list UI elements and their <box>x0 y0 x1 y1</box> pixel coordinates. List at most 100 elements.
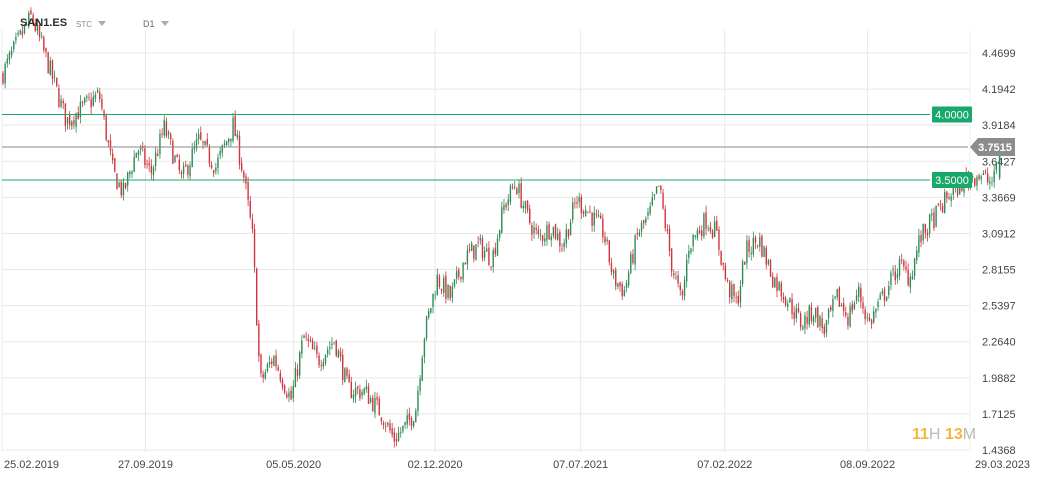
candle-body <box>432 293 434 308</box>
candle-body <box>290 390 292 400</box>
candle-body <box>333 342 335 343</box>
chart-type-chevron-down-icon[interactable] <box>98 21 106 26</box>
candle-body <box>215 167 217 172</box>
candle-body <box>17 32 19 35</box>
candle-body <box>324 354 327 364</box>
candle-body <box>492 250 494 268</box>
candle-body <box>157 153 159 156</box>
candle-body <box>634 235 636 265</box>
candle-body <box>756 245 759 246</box>
price-level-label: 4.0000 <box>935 110 969 122</box>
candle-body <box>602 218 604 238</box>
candle-body <box>761 235 763 257</box>
candle-body <box>898 258 901 277</box>
candle-body <box>864 309 866 320</box>
candle-body <box>230 138 232 142</box>
candle-body <box>511 187 514 189</box>
candle-body <box>236 134 239 138</box>
candle-body <box>60 99 62 107</box>
x-tick-label: 25.02.2019 <box>4 459 59 471</box>
candle-body <box>563 242 565 248</box>
candle-body <box>346 368 348 376</box>
candle-body <box>43 37 45 51</box>
candle-body <box>221 145 223 153</box>
candle-body <box>294 368 297 388</box>
candle-body <box>256 268 258 326</box>
candle-body <box>647 211 649 216</box>
candle-body <box>53 76 56 78</box>
timeframe-selector[interactable]: D1 <box>143 19 155 29</box>
candle-body <box>455 271 458 279</box>
candle-body <box>580 197 583 213</box>
candle-body <box>713 221 716 238</box>
candle-body <box>731 284 733 300</box>
candle-body <box>875 309 877 313</box>
candle-body <box>724 265 727 279</box>
candle-body <box>447 284 449 298</box>
candle-body <box>359 389 361 399</box>
candle-body <box>989 181 991 184</box>
candle-body <box>913 258 916 276</box>
candle-body <box>655 186 658 194</box>
price-level-tag[interactable] <box>932 106 972 123</box>
chart-type-selector[interactable]: STC <box>76 20 92 29</box>
candle-body <box>840 304 843 307</box>
candle-body <box>133 156 135 172</box>
symbol-label[interactable]: SAN1.ES <box>20 17 68 29</box>
candle-body <box>210 164 213 168</box>
candle-body <box>617 283 619 287</box>
candle-body <box>395 438 398 442</box>
candle-body <box>417 390 419 412</box>
candle-body <box>643 220 645 224</box>
candle-body <box>561 248 563 250</box>
candle-body <box>378 398 380 416</box>
candle-body <box>907 269 909 286</box>
candle-body <box>460 276 462 279</box>
candle-body <box>496 238 499 256</box>
candle-body <box>393 432 395 442</box>
candle-body <box>782 296 785 300</box>
candle-body <box>524 201 527 209</box>
candle-body <box>90 98 92 108</box>
price-level-tag[interactable] <box>932 171 972 188</box>
candle-body <box>197 134 200 140</box>
candle-body <box>632 254 634 263</box>
x-tick-label: 05.05.2020 <box>266 459 321 471</box>
candle-body <box>980 176 982 179</box>
candle-body <box>286 394 288 398</box>
candle-body <box>716 220 718 231</box>
candle-body <box>578 197 580 203</box>
candle-body <box>66 117 69 124</box>
candle-body <box>692 234 694 247</box>
candle-body <box>653 194 656 196</box>
candle-body <box>232 117 234 141</box>
candle-body <box>187 165 189 175</box>
candle-body <box>971 176 974 178</box>
candle-body <box>318 355 320 366</box>
candle-body <box>866 316 868 318</box>
candle-body <box>468 248 471 251</box>
candle-body <box>322 362 325 367</box>
candle-body <box>490 266 492 268</box>
y-tick-label: 3.0912 <box>982 228 1016 240</box>
candle-body <box>944 192 946 213</box>
candle-body <box>462 262 464 280</box>
candle-body <box>591 212 593 226</box>
candle-body <box>483 250 486 258</box>
candle-body <box>266 364 269 371</box>
candle-body <box>292 385 294 399</box>
y-tick-label: 2.8155 <box>982 265 1016 277</box>
candle-body <box>412 421 415 427</box>
candle-body <box>799 313 802 328</box>
candle-body <box>789 297 791 303</box>
candle-body <box>116 173 118 190</box>
candle-body <box>503 204 505 210</box>
candle-body <box>296 369 299 376</box>
current-price-label: 3.7515 <box>978 142 1012 154</box>
candle-body <box>273 356 275 366</box>
timeframe-chevron-down-icon[interactable] <box>161 21 169 26</box>
candle-body <box>443 277 445 293</box>
candle-body <box>301 340 303 354</box>
candle-body <box>451 286 454 298</box>
